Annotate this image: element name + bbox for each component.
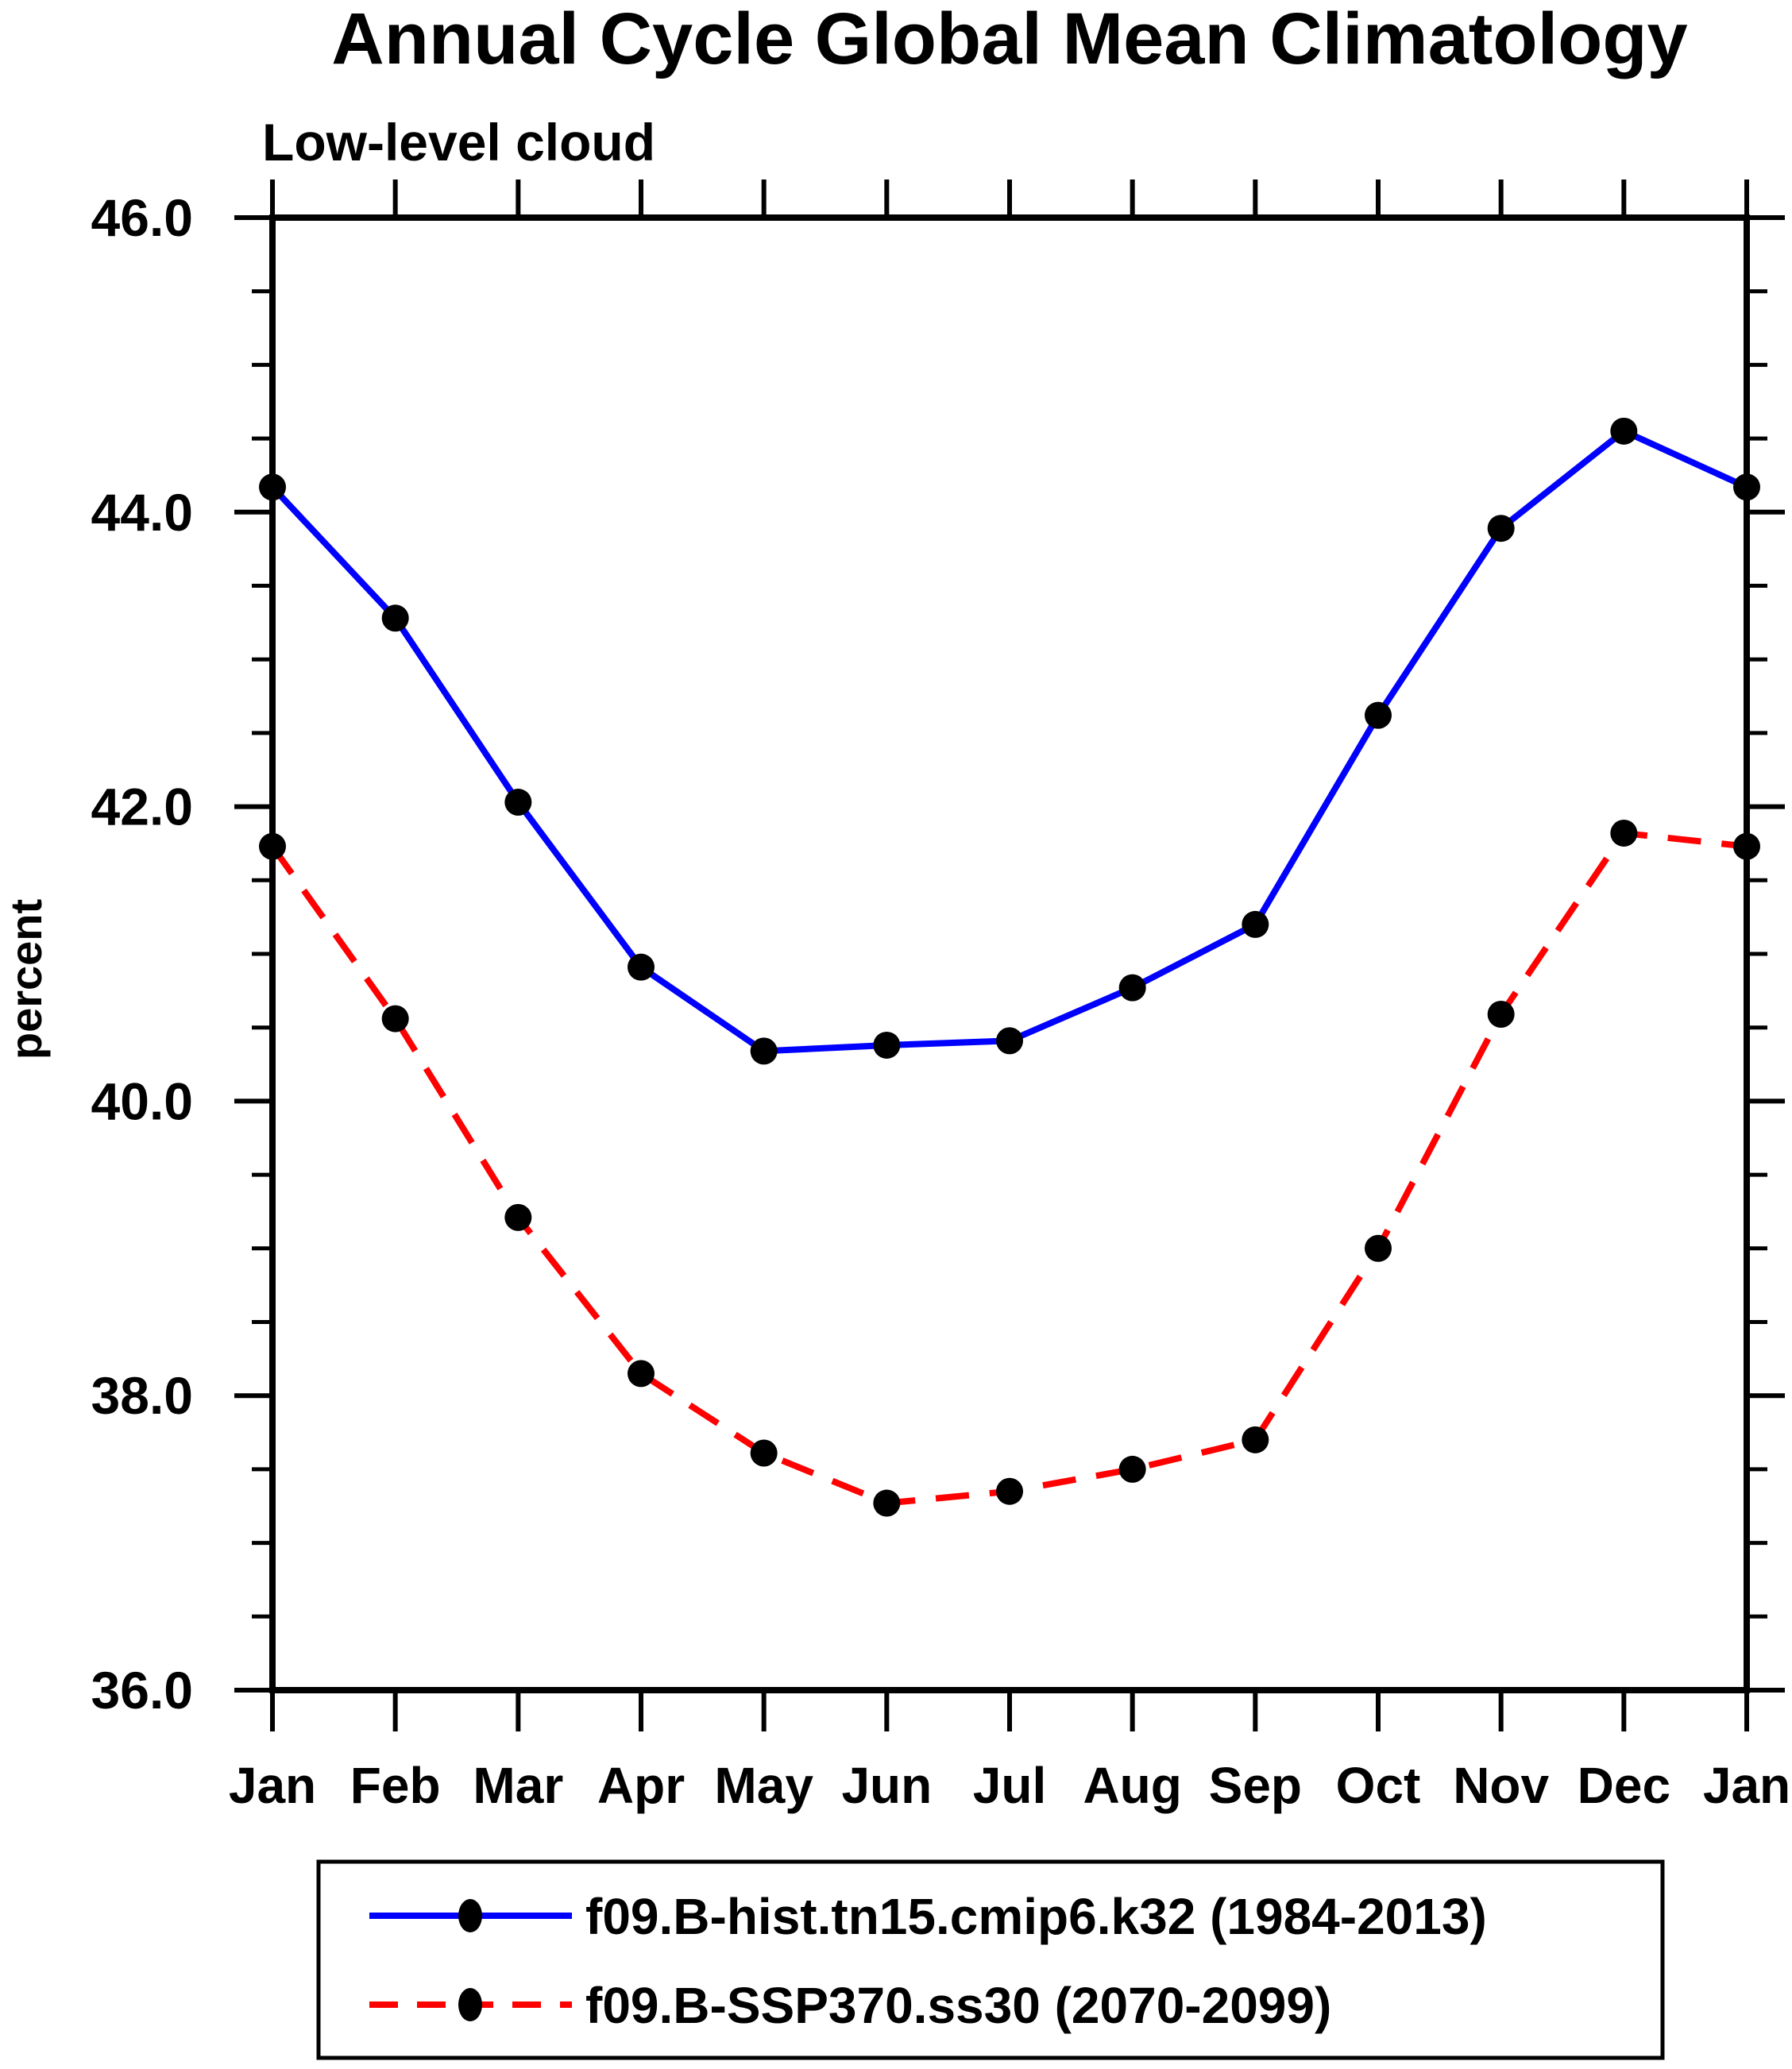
x-tick-label: Feb: [350, 1757, 441, 1814]
data-point-marker: [1733, 473, 1760, 501]
x-tick-labels: Jan Feb Mar Apr May Jun Jul Aug Sep Oct Nov Dec Jan: [229, 1757, 1790, 1814]
y-tick-labels: 36.0 38.0 40.0 42.0 44.0 46.0: [91, 188, 193, 1720]
data-point-marker: [1610, 417, 1638, 445]
axis-ticks: [234, 179, 1785, 1731]
x-tick-label: Mar: [473, 1757, 563, 1814]
data-point-marker: [1365, 701, 1392, 729]
x-tick-label: Nov: [1453, 1757, 1549, 1814]
data-point-marker: [259, 832, 286, 860]
x-tick-label: Jul: [973, 1757, 1046, 1814]
data-point-marker: [873, 1489, 901, 1517]
data-point-marker: [1118, 1455, 1146, 1483]
x-tick-label: Oct: [1336, 1757, 1421, 1814]
x-tick-label: Aug: [1083, 1757, 1181, 1814]
legend-marker-ssp370-icon: [458, 1988, 482, 2021]
data-point-marker: [259, 473, 286, 501]
x-tick-label: Sep: [1209, 1757, 1302, 1814]
data-point-marker: [1118, 974, 1146, 1002]
data-point-marker: [996, 1477, 1023, 1505]
x-tick-label: May: [714, 1757, 813, 1814]
x-tick-label: Jan: [1703, 1757, 1790, 1814]
y-axis-label: percent: [1, 899, 51, 1060]
series-line-1: [269, 829, 1748, 1507]
data-point-marker: [1242, 1426, 1269, 1453]
y-tick-label: 42.0: [91, 778, 193, 836]
data-point-marker: [628, 953, 655, 981]
y-tick-label: 46.0: [91, 188, 193, 247]
x-tick-label: Dec: [1578, 1757, 1670, 1814]
data-point-marker: [628, 1360, 655, 1388]
data-point-marker: [504, 1203, 532, 1231]
data-point-marker: [1733, 832, 1760, 860]
data-point-marker: [1242, 910, 1269, 938]
data-point-marker: [996, 1027, 1023, 1055]
legend-marker-hist-icon: [458, 1899, 482, 1932]
data-point-marker: [873, 1031, 901, 1059]
plot-frame: [269, 214, 1750, 1693]
legend-item-ssp370: f09.B-SSP370.ss30 (2070-2099): [369, 1977, 1331, 2034]
legend-label-hist: f09.B-hist.tn15.cmip6.k32 (1984-2013): [585, 1888, 1487, 1945]
data-point-marker: [381, 1005, 409, 1033]
series-plot-area: [259, 417, 1760, 1517]
data-point-marker: [1365, 1234, 1392, 1262]
data-point-marker: [1487, 1001, 1515, 1029]
x-tick-label: Jan: [229, 1757, 316, 1814]
data-point-marker: [1610, 819, 1638, 847]
y-tick-label: 38.0: [91, 1366, 193, 1425]
data-point-marker: [1487, 515, 1515, 542]
x-tick-label: Jun: [841, 1757, 932, 1814]
legend-box: [316, 1859, 1665, 2060]
x-tick-label: Apr: [597, 1757, 685, 1814]
y-tick-label: 36.0: [91, 1661, 193, 1720]
series-line-0: [270, 427, 1748, 1055]
chart-title: Annual Cycle Global Mean Climatology: [331, 0, 1687, 79]
y-tick-label: 40.0: [91, 1071, 193, 1130]
legend-label-ssp370: f09.B-SSP370.ss30 (2070-2099): [585, 1977, 1331, 2034]
chart-subtitle: Low-level cloud: [262, 113, 655, 172]
y-tick-label: 44.0: [91, 483, 193, 542]
legend: f09.B-hist.tn15.cmip6.k32 (1984-2013) f0…: [316, 1859, 1665, 2060]
data-point-marker: [381, 604, 409, 632]
data-point-marker: [750, 1439, 778, 1467]
legend-item-hist: f09.B-hist.tn15.cmip6.k32 (1984-2013): [369, 1888, 1487, 1945]
data-point-marker: [504, 789, 532, 816]
data-point-marker: [750, 1037, 778, 1065]
